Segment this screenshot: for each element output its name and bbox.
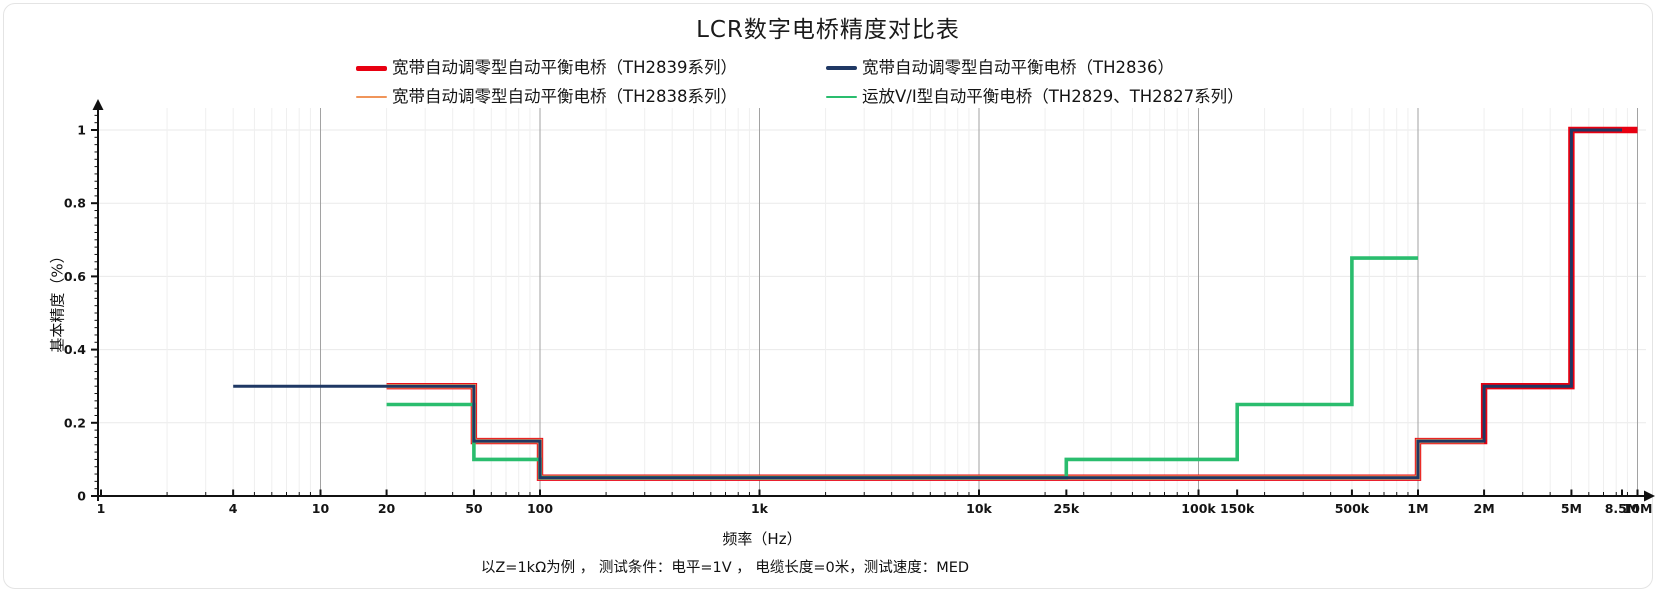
x-tick-label: 10 [312, 501, 330, 516]
y-axis-arrow-icon [92, 99, 104, 110]
x-tick-label: 1k [751, 501, 769, 516]
x-tick-label: 50 [465, 501, 483, 516]
x-tick-label: 10k [966, 501, 992, 516]
y-tick-label: 0.8 [64, 196, 86, 211]
y-tick-label: 0.2 [64, 415, 86, 430]
y-tick-label: 0.4 [64, 342, 86, 357]
x-tick-label: 1 [97, 501, 106, 516]
test-conditions-note: 以Z=1kΩ为例 ， 测试条件：电平=1V ， 电缆长度=0米，测试速度：MED [480, 560, 970, 576]
axis-ticks [91, 114, 1639, 497]
legend-item-th2839: 宽带自动调零型自动平衡电桥（TH2839系列） [356, 56, 737, 80]
x-tick-label: 4 [229, 501, 238, 516]
legend-swatch-th2829-th2827 [826, 95, 857, 99]
x-tick-label: 100 [527, 501, 553, 516]
series-line-th2836 [233, 128, 1622, 480]
x-axis-title: 频率（Hz） [722, 530, 802, 548]
series-lines [233, 126, 1638, 481]
y-tick-label: 0 [77, 489, 86, 504]
y-tick-label: 1 [77, 123, 86, 138]
legend-item-th2829-th2827: 运放V/I型自动平衡电桥（TH2829、TH2827系列） [826, 85, 1244, 109]
x-tick-label: 500k [1335, 501, 1370, 516]
legend-item-th2838: 宽带自动调零型自动平衡电桥（TH2838系列） [356, 85, 737, 109]
legend-label-th2829-th2827: 运放V/I型自动平衡电桥（TH2829、TH2827系列） [862, 87, 1244, 106]
legend-swatch-th2836 [826, 66, 857, 70]
x-tick-label: 20 [378, 501, 396, 516]
x-tick-label: 25k [1053, 501, 1079, 516]
series-line-th2829-th2827 [386, 256, 1418, 480]
x-tick-label: 150k [1220, 501, 1255, 516]
axes [92, 99, 1655, 502]
x-tick-label: 8.5M [1605, 501, 1640, 516]
y-axis-title: 基本精度（%） [48, 248, 67, 353]
legend-label-th2838: 宽带自动调零型自动平衡电桥（TH2838系列） [392, 87, 737, 106]
x-tick-label: 1M [1407, 501, 1428, 516]
legend-item-th2836: 宽带自动调零型自动平衡电桥（TH2836） [826, 56, 1174, 80]
tick-labels: 1 4 10 20 50 100 1k 10k 25k 100k 150k 500k 1M 2M 5M 8.5… [64, 123, 1653, 517]
y-tick-label: 0.6 [64, 269, 86, 284]
x-tick-label: 10M [1623, 501, 1653, 516]
x-tick-label: 100k [1181, 501, 1216, 516]
x-axis-arrow-icon [1644, 490, 1655, 502]
x-tick-label: 2M [1474, 501, 1495, 516]
legend-swatch-th2839 [356, 65, 387, 71]
chart-title: LCR数字电桥精度对比表 [696, 17, 960, 43]
legend-label-th2839: 宽带自动调零型自动平衡电桥（TH2839系列） [392, 58, 737, 77]
x-tick-label: 5M [1561, 501, 1582, 516]
legend-swatch-th2838 [356, 95, 387, 99]
series-line-th2839 [386, 126, 1638, 481]
legend-label-th2836: 宽带自动调零型自动平衡电桥（TH2836） [862, 58, 1174, 77]
gridlines [98, 108, 1646, 496]
series-line-th2838 [386, 383, 1485, 480]
